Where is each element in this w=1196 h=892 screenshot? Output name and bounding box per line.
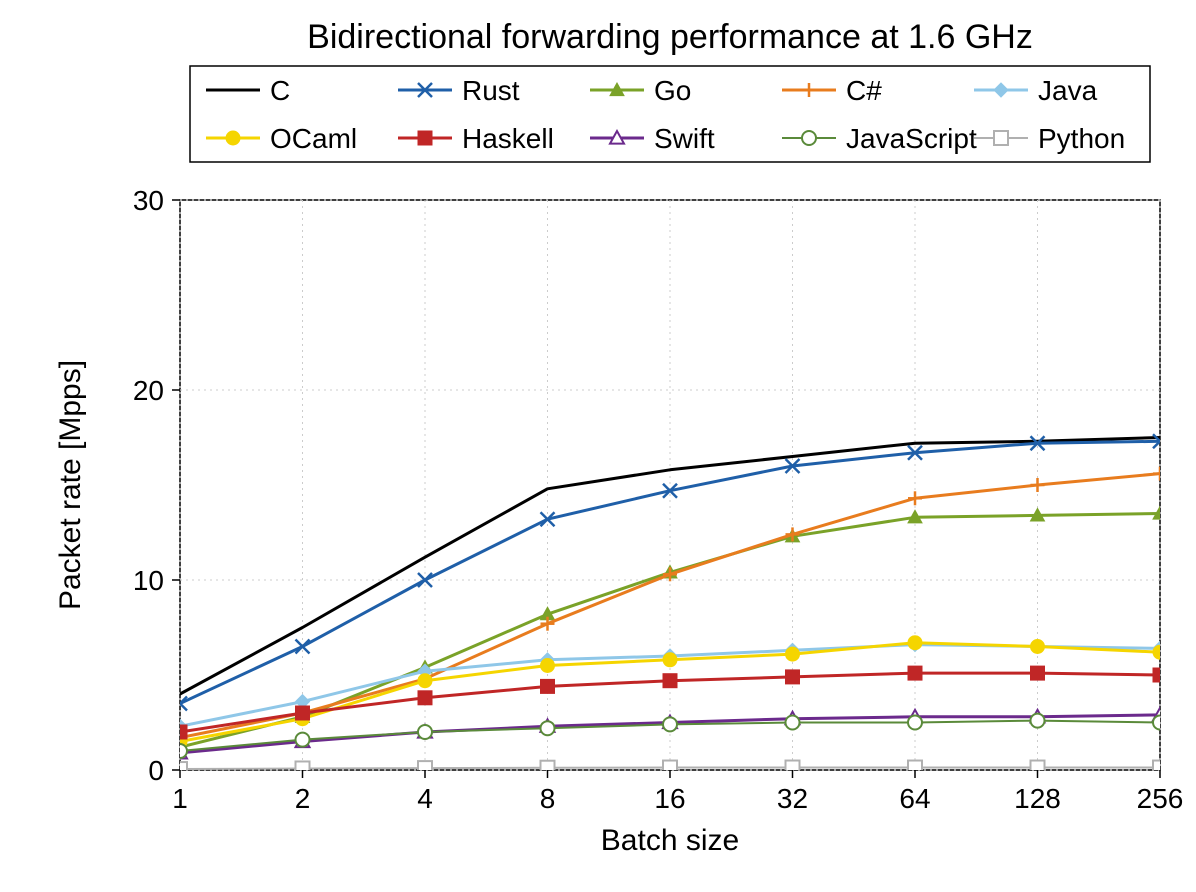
y-axis-label: Packet rate [Mpps] xyxy=(54,360,87,610)
y-tick-label: 10 xyxy=(133,565,164,596)
y-tick-label: 0 xyxy=(148,755,164,786)
x-tick-label: 256 xyxy=(1137,783,1184,814)
legend-label: JavaScript xyxy=(846,123,977,154)
x-tick-label: 128 xyxy=(1014,783,1061,814)
x-tick-label: 32 xyxy=(777,783,808,814)
legend-label: Python xyxy=(1038,123,1125,154)
performance-chart: 0 10 20 30 1 2 4 8 16 32 64 128 256 Packet rate [Mpps… xyxy=(0,0,1196,892)
y-tick-label: 20 xyxy=(133,375,164,406)
chart-title: Bidirectional forwarding performance at … xyxy=(307,18,1033,56)
x-axis-label: Batch size xyxy=(601,824,739,857)
legend-label: Go xyxy=(654,75,691,106)
legend-label: OCaml xyxy=(270,123,357,154)
legend-label: Rust xyxy=(462,75,520,106)
legend-label: Haskell xyxy=(462,123,554,154)
x-tick-label: 64 xyxy=(899,783,930,814)
legend: C Rust Go C# Java OCaml Haskell Swift JavaScript… xyxy=(190,66,1150,162)
x-tick-label: 8 xyxy=(540,783,556,814)
y-tick-label: 30 xyxy=(133,185,164,216)
legend-label: C# xyxy=(846,75,882,106)
legend-label: Java xyxy=(1038,75,1098,106)
x-tick-label: 16 xyxy=(654,783,685,814)
legend-label: C xyxy=(270,75,290,106)
chart-container: 0 10 20 30 1 2 4 8 16 32 64 128 256 Packet rate [Mpps… xyxy=(0,0,1196,892)
x-tick-label: 2 xyxy=(295,783,311,814)
x-tick-label: 1 xyxy=(172,783,188,814)
legend-label: Swift xyxy=(654,123,715,154)
x-tick-label: 4 xyxy=(417,783,433,814)
